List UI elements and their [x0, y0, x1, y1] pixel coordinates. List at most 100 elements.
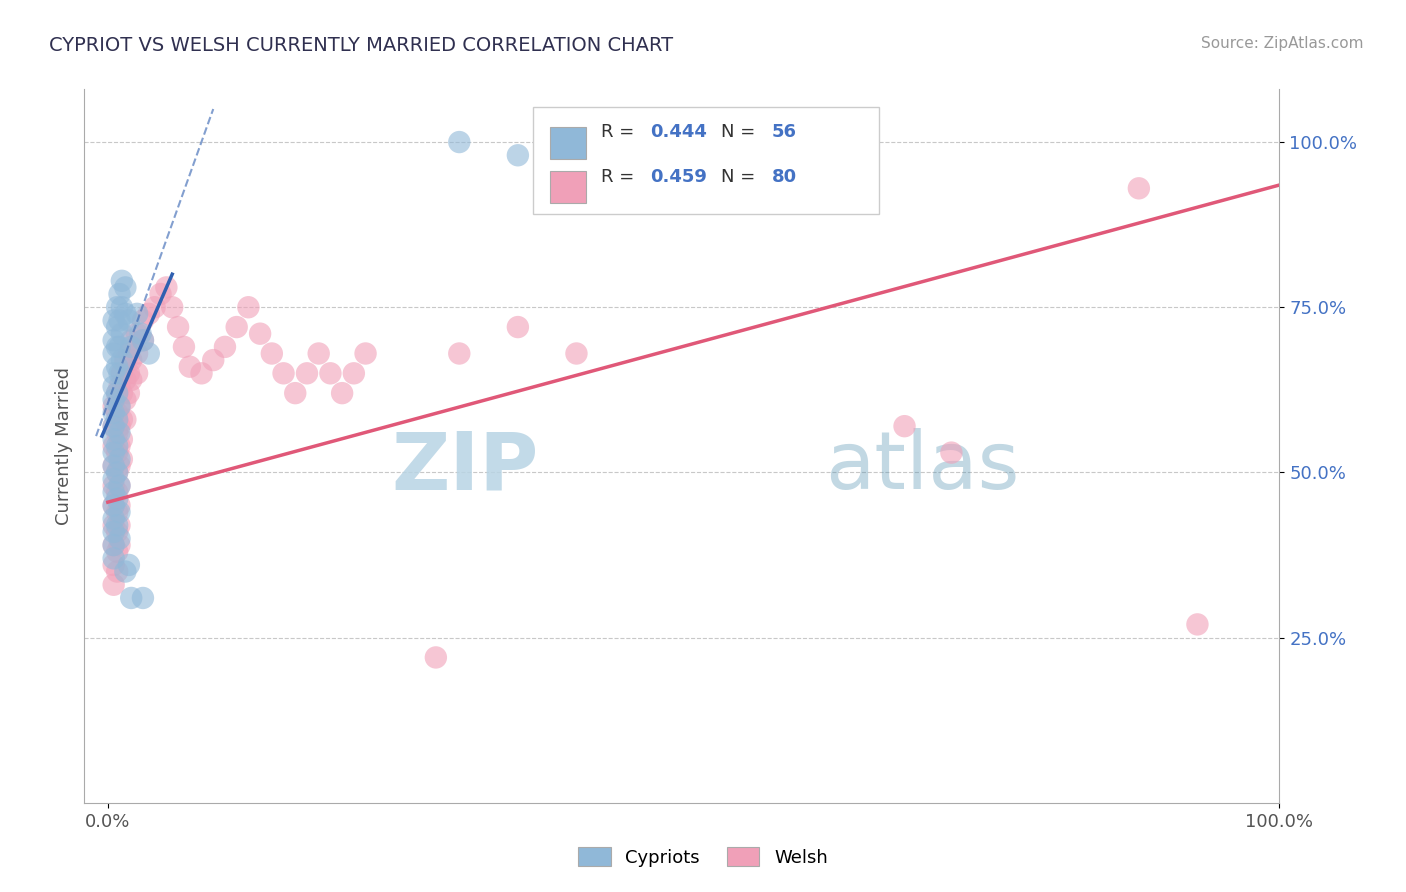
Point — [941, 445, 963, 459]
Legend: Cypriots, Welsh: Cypriots, Welsh — [571, 840, 835, 874]
Point — [319, 367, 342, 381]
Point — [103, 511, 125, 525]
Point — [202, 353, 225, 368]
Point — [354, 346, 377, 360]
Point — [260, 346, 283, 360]
Point — [105, 518, 128, 533]
Point — [120, 340, 142, 354]
Point — [160, 300, 183, 314]
Point — [103, 524, 125, 539]
Point — [105, 300, 128, 314]
Text: ZIP: ZIP — [391, 428, 538, 507]
Text: R =: R = — [600, 168, 640, 186]
Point — [127, 326, 148, 341]
Point — [120, 591, 142, 605]
Point — [111, 452, 134, 467]
Point — [108, 419, 131, 434]
Point — [108, 313, 131, 327]
Point — [103, 551, 125, 566]
Point — [105, 386, 128, 401]
Point — [105, 359, 128, 374]
Point — [103, 333, 125, 347]
Point — [132, 333, 155, 347]
Point — [103, 439, 125, 453]
Point — [103, 499, 125, 513]
Point — [114, 373, 136, 387]
Point — [111, 353, 134, 368]
Point — [111, 326, 134, 341]
Point — [103, 367, 125, 381]
Point — [105, 412, 128, 426]
Text: CYPRIOT VS WELSH CURRENTLY MARRIED CORRELATION CHART: CYPRIOT VS WELSH CURRENTLY MARRIED CORRE… — [49, 36, 673, 54]
Point — [225, 320, 247, 334]
Point — [114, 280, 136, 294]
Point — [127, 367, 148, 381]
Point — [105, 565, 128, 579]
Point — [103, 472, 125, 486]
Text: Source: ZipAtlas.com: Source: ZipAtlas.com — [1201, 36, 1364, 51]
Point — [103, 400, 125, 414]
Point — [330, 386, 353, 401]
Point — [108, 478, 131, 492]
Point — [114, 307, 136, 321]
Point — [173, 340, 195, 354]
Point — [111, 367, 134, 381]
Point — [108, 505, 131, 519]
Point — [114, 565, 136, 579]
Point — [120, 333, 142, 347]
Point — [103, 458, 125, 473]
Point — [111, 386, 134, 401]
Point — [108, 518, 131, 533]
Point — [103, 478, 125, 492]
Point — [893, 419, 915, 434]
Point — [103, 392, 125, 407]
Point — [108, 499, 131, 513]
Point — [138, 346, 160, 360]
Point — [103, 558, 125, 572]
FancyBboxPatch shape — [533, 107, 879, 214]
Point — [103, 445, 125, 459]
Point — [108, 478, 131, 492]
Point — [103, 433, 125, 447]
Point — [105, 386, 128, 401]
Point — [114, 392, 136, 407]
Point — [506, 148, 529, 162]
Point — [105, 445, 128, 459]
Point — [127, 346, 148, 360]
Point — [105, 491, 128, 506]
Text: N =: N = — [721, 168, 761, 186]
Point — [449, 135, 471, 149]
Point — [167, 320, 190, 334]
Point — [105, 466, 128, 480]
Point — [1128, 181, 1150, 195]
Point — [108, 379, 131, 393]
Point — [103, 346, 125, 360]
Text: 80: 80 — [772, 168, 797, 186]
Text: atlas: atlas — [825, 428, 1019, 507]
Text: 0.459: 0.459 — [650, 168, 707, 186]
Point — [138, 307, 160, 321]
Point — [214, 340, 236, 354]
Point — [565, 346, 588, 360]
Point — [155, 280, 177, 294]
Point — [343, 367, 366, 381]
Point — [132, 333, 155, 347]
Point — [103, 406, 125, 420]
Point — [103, 538, 125, 552]
Point — [111, 274, 134, 288]
Point — [108, 439, 131, 453]
Point — [449, 346, 471, 360]
Point — [108, 458, 131, 473]
Point — [103, 485, 125, 500]
Text: 56: 56 — [772, 123, 797, 141]
Point — [308, 346, 330, 360]
Point — [103, 419, 125, 434]
Point — [132, 591, 155, 605]
Point — [273, 367, 295, 381]
Point — [143, 300, 166, 314]
Point — [105, 439, 128, 453]
Point — [149, 287, 172, 301]
Point — [103, 379, 125, 393]
Point — [284, 386, 307, 401]
Point — [120, 353, 142, 368]
